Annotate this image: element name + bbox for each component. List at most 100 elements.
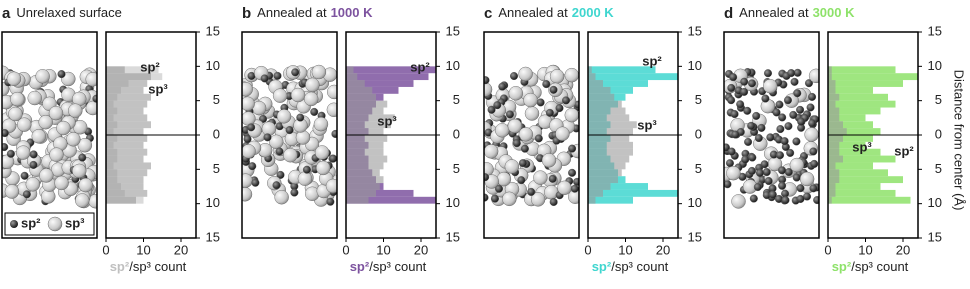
bar <box>828 100 836 108</box>
bar <box>588 196 633 204</box>
bar <box>106 107 144 115</box>
atom <box>545 108 554 117</box>
bar <box>828 80 836 87</box>
bar <box>828 107 840 115</box>
bar <box>106 183 144 190</box>
y-tick-label: 10 <box>206 195 220 210</box>
atom <box>6 149 15 158</box>
atom <box>778 113 787 122</box>
atom <box>536 98 545 107</box>
atom <box>275 147 284 156</box>
y-tick-label: 10 <box>206 58 220 73</box>
bar <box>588 169 622 177</box>
atom <box>564 107 579 123</box>
x-tick-label: 0 <box>584 242 591 257</box>
title-highlight: 3000 K <box>813 5 856 20</box>
atom <box>789 110 798 119</box>
bar <box>106 66 159 74</box>
atom <box>524 106 540 121</box>
atom <box>761 94 770 103</box>
atom <box>505 110 514 119</box>
bar <box>346 66 354 74</box>
bar <box>588 183 648 190</box>
legend-icon <box>47 216 63 232</box>
atom <box>527 187 536 196</box>
atom <box>792 137 801 146</box>
series-label: sp³ <box>852 139 872 154</box>
y-tick-label: 5 <box>935 92 942 107</box>
atom <box>504 159 520 174</box>
bar <box>588 183 611 190</box>
atom <box>810 159 819 168</box>
atom <box>534 134 543 143</box>
atom <box>549 197 558 206</box>
y-tick-label: 0 <box>213 126 220 141</box>
atom <box>776 151 785 160</box>
x-tick-label: 20 <box>174 242 188 257</box>
y-tick-label: 0 <box>453 126 460 141</box>
atom <box>508 86 524 101</box>
atom <box>17 117 32 132</box>
bar <box>828 196 911 204</box>
bar <box>346 155 388 163</box>
x-tick-label: 20 <box>656 242 670 257</box>
panel-letter: d <box>724 5 733 22</box>
atom <box>484 76 490 85</box>
atom <box>548 174 557 183</box>
bar <box>828 162 836 170</box>
bar <box>106 169 148 177</box>
atom <box>305 77 320 93</box>
panel-title: d Annealed at 3000 K <box>724 5 855 22</box>
bar <box>346 169 380 177</box>
series-label: sp² <box>140 59 160 74</box>
atom <box>269 134 284 149</box>
atom <box>740 87 749 96</box>
bar <box>828 176 840 184</box>
atom <box>789 157 805 173</box>
atom <box>724 143 730 152</box>
atom-image <box>484 64 579 207</box>
atom <box>726 165 741 181</box>
atom <box>484 144 499 159</box>
title-text: Annealed at <box>739 5 809 20</box>
atom <box>498 82 507 91</box>
atom <box>573 177 579 186</box>
bar <box>346 66 436 74</box>
atom <box>4 184 20 199</box>
bar <box>828 189 836 197</box>
atom <box>555 104 564 113</box>
atom <box>518 66 533 82</box>
atom <box>242 187 253 202</box>
atom <box>310 107 319 116</box>
atom <box>276 170 285 179</box>
bar <box>346 86 373 94</box>
x-tick-label: 20 <box>896 242 910 257</box>
atom <box>783 96 792 105</box>
bar <box>106 155 144 163</box>
panel-letter: c <box>484 5 492 22</box>
bar <box>588 128 633 135</box>
atom <box>806 103 815 112</box>
atom <box>494 123 510 138</box>
bar <box>588 176 618 184</box>
atom <box>331 129 337 138</box>
atom <box>72 163 87 179</box>
x-label-rest: /sp³ count <box>851 259 908 274</box>
atom <box>762 168 771 177</box>
atom <box>85 72 97 87</box>
atom <box>755 168 764 177</box>
y-tick-label: 5 <box>695 161 702 176</box>
bar <box>106 86 144 94</box>
bar <box>346 196 369 204</box>
x-tick-label: 10 <box>376 242 390 257</box>
atom <box>85 100 97 116</box>
bar <box>828 128 881 135</box>
series-label: sp³ <box>148 81 168 96</box>
atom <box>248 162 257 171</box>
atom <box>787 69 796 78</box>
atom <box>29 160 38 169</box>
atom <box>290 87 306 103</box>
y-tick-label: 10 <box>688 58 702 73</box>
bar <box>106 93 151 101</box>
atom <box>314 145 330 160</box>
